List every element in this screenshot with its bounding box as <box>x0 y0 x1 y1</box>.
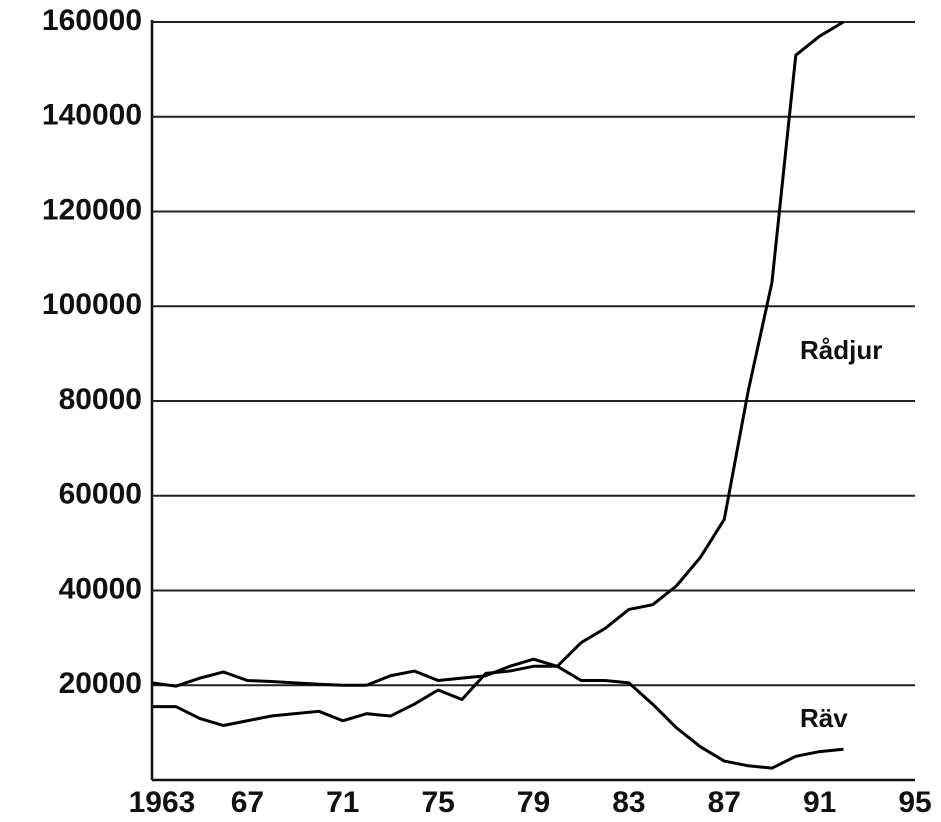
y-tick-label: 100000 <box>42 288 142 321</box>
y-tick-label: 160000 <box>42 4 142 37</box>
x-tick-label: 91 <box>803 786 836 819</box>
x-tick-label: 67 <box>231 786 264 819</box>
series-line <box>152 664 844 770</box>
y-tick-label: 60000 <box>59 478 142 511</box>
x-tick-label: 87 <box>708 786 741 819</box>
y-tick-label: 120000 <box>42 193 142 226</box>
x-tick-label: 71 <box>326 786 359 819</box>
y-tick-label: 20000 <box>59 667 142 700</box>
series-label: Räv <box>800 703 848 733</box>
x-tick-label: 79 <box>517 786 550 819</box>
series-line <box>151 20 845 688</box>
x-tick-label: 75 <box>421 786 454 819</box>
y-tick-label: 40000 <box>59 572 142 605</box>
x-tick-label: 1963 <box>129 786 196 819</box>
y-tick-label: 80000 <box>59 383 142 416</box>
x-tick-label: 83 <box>612 786 645 819</box>
y-tick-label: 140000 <box>42 99 142 132</box>
x-tick-label: 95 <box>898 786 931 819</box>
series-label: Rådjur <box>800 335 882 365</box>
